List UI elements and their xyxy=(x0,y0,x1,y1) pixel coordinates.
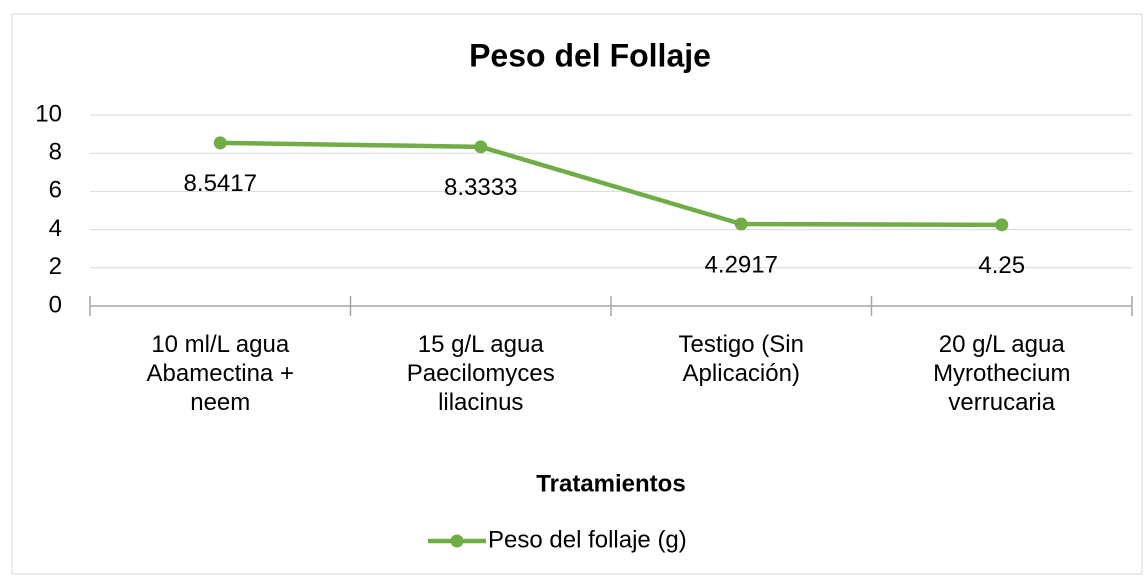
y-tick-label: 10 xyxy=(35,100,62,127)
data-label: 4.25 xyxy=(978,252,1025,279)
x-tick-label: 15 g/L agua Paecilomyces lilacinus xyxy=(406,331,555,416)
legend-marker xyxy=(450,534,464,548)
y-tick-label: 4 xyxy=(49,215,62,242)
y-tick-label: 8 xyxy=(49,139,62,166)
chart-border xyxy=(11,13,1143,575)
y-tick-label: 0 xyxy=(49,291,62,318)
x-axis-title: Tratamientos xyxy=(536,470,685,497)
data-label: 4.2917 xyxy=(705,251,778,278)
x-tick-label: Testigo (Sin Aplicación) xyxy=(678,331,804,387)
marker xyxy=(213,136,227,150)
marker xyxy=(734,217,748,231)
data-label: 8.5417 xyxy=(184,170,257,197)
marker xyxy=(474,140,488,154)
x-tick-label: 10 ml/L agua Abamectina + neem xyxy=(146,331,294,416)
y-tick-label: 6 xyxy=(49,177,62,204)
x-tick-label: 20 g/L agua Myrothecium verrucaria xyxy=(933,331,1071,416)
y-tick-label: 2 xyxy=(49,253,62,280)
data-label: 8.3333 xyxy=(444,174,517,201)
marker xyxy=(995,218,1009,232)
chart-title: Peso del Follaje xyxy=(469,37,711,73)
legend-label: Peso del follaje (g) xyxy=(488,526,687,553)
line xyxy=(220,140,1002,228)
